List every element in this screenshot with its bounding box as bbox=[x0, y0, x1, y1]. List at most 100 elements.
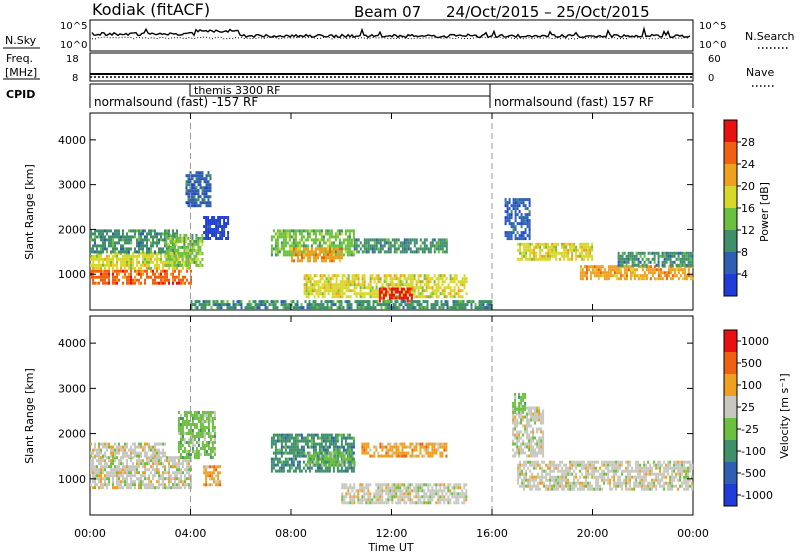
power-cell bbox=[433, 303, 435, 306]
velocity-cell bbox=[213, 477, 215, 480]
velocity-cell bbox=[194, 444, 196, 447]
power-cell bbox=[523, 234, 525, 237]
power-cell bbox=[364, 238, 366, 241]
power-cell bbox=[100, 235, 102, 238]
power-cell bbox=[347, 250, 349, 253]
velocity-cell bbox=[212, 429, 214, 432]
power-cell bbox=[289, 232, 291, 235]
velocity-cell bbox=[351, 498, 353, 501]
power-cell bbox=[100, 247, 102, 250]
velocity-cell bbox=[345, 483, 347, 486]
power-cell bbox=[519, 258, 521, 261]
power-cell bbox=[203, 303, 205, 306]
power-cell bbox=[430, 244, 432, 247]
velocity-cell bbox=[148, 477, 150, 480]
velocity-cell bbox=[206, 432, 208, 435]
velocity-cell bbox=[329, 446, 331, 449]
velocity-cell bbox=[377, 483, 379, 486]
velocity-cell bbox=[104, 459, 106, 462]
velocity-cell bbox=[455, 501, 457, 504]
power-cell bbox=[666, 271, 668, 274]
power-cell bbox=[372, 286, 374, 289]
velocity-cell bbox=[112, 468, 114, 471]
velocity-cell bbox=[162, 443, 164, 446]
velocity-cell bbox=[96, 483, 98, 486]
velocity-cell bbox=[350, 452, 352, 455]
power-cell bbox=[132, 282, 134, 285]
power-cell bbox=[116, 273, 118, 276]
power-cell bbox=[589, 255, 591, 258]
power-cell bbox=[192, 189, 194, 192]
velocity-cell bbox=[128, 468, 130, 471]
power-cell bbox=[183, 237, 185, 240]
power-cell bbox=[521, 237, 523, 240]
power-cell bbox=[434, 289, 436, 292]
cpid-segment-1: normalsound (fast) -157 RF bbox=[94, 95, 258, 109]
velocity-cell bbox=[212, 450, 214, 453]
velocity-cell bbox=[328, 458, 330, 461]
power-cell bbox=[289, 244, 291, 247]
power-cell bbox=[579, 255, 581, 258]
colorbar-tick-label: 20 bbox=[741, 180, 755, 193]
power-cell bbox=[257, 303, 259, 306]
velocity-cell bbox=[351, 486, 353, 489]
power-cell bbox=[616, 271, 618, 274]
power-cell bbox=[198, 198, 200, 201]
power-cell bbox=[187, 237, 189, 240]
velocity-cell bbox=[353, 470, 355, 473]
power-cell bbox=[366, 244, 368, 247]
velocity-cell bbox=[120, 459, 122, 462]
power-cell bbox=[281, 300, 283, 303]
power-cell bbox=[656, 252, 658, 255]
power-cell bbox=[304, 286, 306, 289]
velocity-cell bbox=[212, 420, 214, 423]
power-cell bbox=[666, 277, 668, 280]
power-cell bbox=[209, 300, 211, 303]
power-cell bbox=[315, 229, 317, 232]
power-cell bbox=[275, 306, 277, 309]
velocity-cell bbox=[108, 443, 110, 446]
velocity-cell bbox=[180, 456, 182, 459]
power-cell bbox=[387, 303, 389, 306]
power-cell bbox=[94, 235, 96, 238]
power-cell bbox=[215, 303, 217, 306]
velocity-cell bbox=[150, 486, 152, 489]
power-cell bbox=[273, 229, 275, 232]
power-cell bbox=[636, 268, 638, 271]
power-cell bbox=[102, 264, 104, 267]
power-cell bbox=[434, 238, 436, 241]
power-cell bbox=[343, 306, 345, 309]
power-cell bbox=[624, 258, 626, 261]
power-cell bbox=[580, 277, 582, 280]
power-cell bbox=[513, 228, 515, 231]
power-cell bbox=[517, 258, 519, 261]
power-cell bbox=[249, 300, 251, 303]
velocity-cell bbox=[96, 474, 98, 477]
power-cell bbox=[165, 237, 167, 240]
velocity-cell bbox=[305, 455, 307, 458]
velocity-cell bbox=[363, 486, 365, 489]
power-cell bbox=[360, 247, 362, 250]
velocity-cell bbox=[198, 438, 200, 441]
power-cell bbox=[307, 250, 309, 253]
power-cell bbox=[177, 252, 179, 255]
power-cell bbox=[452, 295, 454, 298]
power-cell bbox=[354, 277, 356, 280]
velocity-cell bbox=[204, 411, 206, 414]
velocity-cell bbox=[192, 450, 194, 453]
velocity-cell bbox=[174, 477, 176, 480]
power-cell bbox=[186, 189, 188, 192]
power-cell bbox=[331, 256, 333, 259]
velocity-cell bbox=[315, 449, 317, 452]
power-cell bbox=[265, 303, 267, 306]
velocity-cell bbox=[186, 411, 188, 414]
velocity-cell bbox=[128, 465, 130, 468]
velocity-cell bbox=[156, 455, 158, 458]
power-cell bbox=[324, 274, 326, 277]
power-cell bbox=[142, 255, 144, 258]
velocity-cell bbox=[205, 474, 207, 477]
velocity-cell bbox=[154, 455, 156, 458]
power-cell bbox=[441, 300, 443, 303]
power-cell bbox=[529, 243, 531, 246]
velocity-cell bbox=[208, 420, 210, 423]
